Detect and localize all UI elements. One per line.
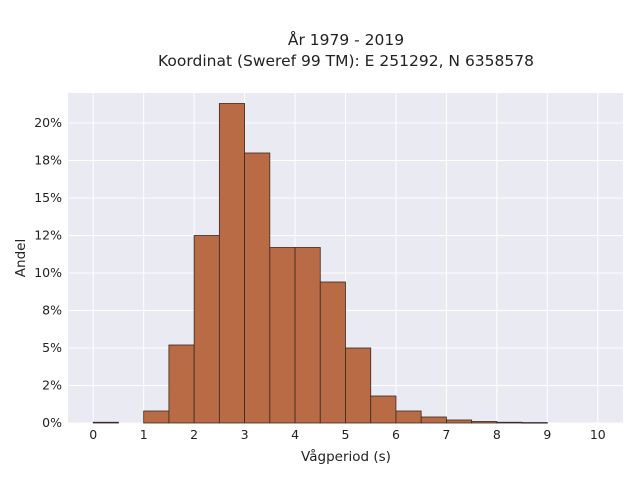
- y-tick-label: 12%: [34, 228, 62, 243]
- x-tick-label: 10: [590, 427, 606, 442]
- histogram-bar: [218, 103, 245, 424]
- chart-title-line1: År 1979 - 2019: [288, 30, 404, 49]
- y-tick-label: 20%: [34, 115, 62, 130]
- histogram-bar: [370, 395, 397, 424]
- y-tick-label: 5%: [42, 340, 62, 355]
- y-tick-label: 15%: [34, 190, 62, 205]
- histogram-bar: [420, 416, 447, 424]
- y-tick-label: 0%: [42, 415, 62, 430]
- x-axis-ticks: 0 1 2 3 4 5 6 7 8 9 10: [89, 427, 606, 442]
- histogram-bar: [193, 235, 220, 424]
- histogram-bar: [168, 344, 195, 424]
- x-tick-label: 5: [342, 427, 350, 442]
- histogram-bar: [471, 421, 498, 424]
- y-tick-label: 18%: [34, 153, 62, 168]
- histogram-bar: [319, 281, 346, 424]
- x-tick-label: 1: [140, 427, 148, 442]
- x-tick-label: 6: [392, 427, 400, 442]
- x-tick-label: 0: [89, 427, 97, 442]
- histogram-bar: [496, 421, 523, 424]
- y-axis-ticks: 0% 2% 5% 8% 10% 12% 15% 18% 20%: [34, 115, 62, 430]
- histogram-bar: [521, 422, 548, 424]
- x-tick-label: 9: [543, 427, 551, 442]
- x-tick-label: 4: [291, 427, 299, 442]
- x-tick-label: 3: [241, 427, 249, 442]
- histogram-bars: [92, 103, 548, 424]
- x-tick-label: 8: [493, 427, 501, 442]
- histogram-bar: [244, 152, 271, 424]
- y-tick-label: 2%: [42, 378, 62, 393]
- histogram-bar: [92, 421, 119, 424]
- y-tick-label: 8%: [42, 303, 62, 318]
- x-tick-label: 7: [442, 427, 450, 442]
- chart-title-line2: Koordinat (Sweref 99 TM): E 251292, N 63…: [158, 52, 534, 70]
- histogram-bar: [395, 410, 422, 424]
- y-tick-label: 10%: [34, 265, 62, 280]
- histogram-bar: [269, 247, 296, 424]
- histogram-bar: [446, 419, 473, 424]
- x-tick-label: 2: [190, 427, 198, 442]
- histogram-bar: [143, 410, 170, 424]
- x-axis-label: Vågperiod (s): [301, 448, 391, 465]
- histogram-bar: [345, 347, 372, 424]
- y-axis-label: Andel: [13, 239, 29, 277]
- histogram-bar: [294, 247, 321, 424]
